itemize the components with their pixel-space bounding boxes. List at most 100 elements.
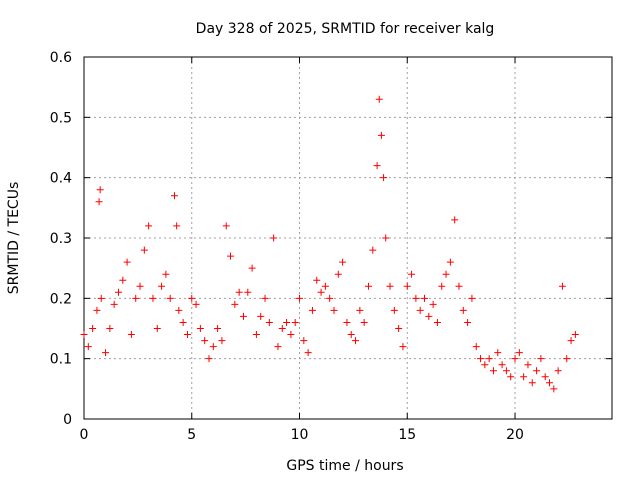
data-point — [528, 379, 536, 387]
data-point — [511, 355, 519, 363]
data-point — [408, 270, 416, 278]
data-point — [153, 325, 161, 332]
data-point — [442, 270, 450, 278]
data-point — [399, 343, 407, 351]
x-tick-label: 5 — [187, 427, 196, 443]
data-point — [425, 312, 433, 320]
data-point — [110, 300, 118, 308]
y-tick-label: 0 — [63, 412, 72, 428]
x-tick-label: 0 — [80, 427, 89, 443]
data-point — [149, 294, 157, 302]
data-point — [192, 300, 200, 308]
data-point — [214, 325, 222, 332]
data-point — [97, 294, 105, 302]
data-point — [347, 331, 355, 339]
data-point — [231, 300, 239, 308]
data-point — [313, 276, 321, 284]
data-point — [317, 288, 325, 296]
data-point — [239, 312, 247, 320]
data-point — [356, 306, 364, 314]
data-point — [162, 270, 170, 278]
data-point — [446, 258, 454, 266]
data-point — [304, 349, 312, 357]
data-point — [80, 331, 88, 339]
data-point — [416, 306, 424, 314]
data-point — [421, 294, 429, 302]
data-point — [158, 282, 166, 290]
data-point — [95, 198, 103, 206]
data-point — [507, 373, 515, 381]
data-point — [119, 276, 127, 284]
data-point — [364, 282, 372, 290]
data-point — [489, 367, 497, 375]
data-point — [89, 325, 97, 332]
x-axis-label: GPS time / hours — [286, 458, 403, 474]
data-point — [502, 367, 510, 375]
data-point — [93, 306, 101, 314]
data-point — [524, 361, 532, 369]
data-point — [171, 192, 179, 200]
data-point — [352, 337, 360, 345]
data-point — [84, 343, 92, 351]
data-point — [114, 288, 122, 296]
data-point — [270, 234, 278, 242]
data-point — [321, 282, 329, 290]
chart-title: Day 328 of 2025, SRMTID for receiver kal… — [196, 21, 495, 37]
data-point — [468, 294, 476, 302]
data-point — [537, 355, 545, 363]
data-point — [132, 294, 140, 302]
data-point — [326, 294, 334, 302]
data-point — [179, 318, 187, 326]
data-point — [300, 337, 308, 345]
data-point — [533, 367, 541, 375]
data-point — [498, 361, 506, 369]
data-point — [481, 361, 489, 369]
data-point — [287, 331, 295, 339]
data-point — [455, 282, 463, 290]
data-point — [567, 337, 575, 345]
data-point — [283, 318, 291, 326]
data-point — [330, 306, 338, 314]
data-point — [106, 325, 114, 332]
data-point — [386, 282, 394, 290]
data-point — [140, 246, 148, 254]
data-point — [429, 300, 437, 308]
data-point — [472, 343, 480, 351]
data-point — [291, 318, 299, 326]
data-point — [227, 252, 235, 260]
data-point — [550, 385, 558, 393]
data-point — [196, 325, 204, 332]
data-point — [252, 331, 260, 339]
x-tick-label: 15 — [398, 427, 416, 443]
data-point — [96, 186, 104, 194]
data-point — [274, 343, 282, 351]
data-point — [173, 222, 181, 230]
data-point — [205, 355, 213, 363]
data-points — [80, 95, 579, 393]
data-point — [248, 264, 256, 272]
data-point — [136, 282, 144, 290]
data-point — [395, 325, 403, 332]
x-tick-label: 20 — [506, 427, 524, 443]
data-point — [201, 337, 209, 345]
y-tick-label: 0.1 — [50, 352, 72, 368]
data-point — [464, 318, 472, 326]
data-point — [183, 331, 191, 339]
data-point — [451, 216, 459, 224]
data-point — [477, 355, 485, 363]
data-point — [334, 270, 342, 278]
data-point — [520, 373, 528, 381]
data-point — [494, 349, 502, 357]
y-tick-label: 0.2 — [50, 291, 72, 307]
data-point — [218, 337, 226, 345]
data-point — [339, 258, 347, 266]
data-point — [571, 331, 579, 339]
data-point — [257, 312, 265, 320]
data-point — [261, 294, 269, 302]
y-tick-label: 0.5 — [50, 110, 72, 126]
data-point — [166, 294, 174, 302]
data-point — [438, 282, 446, 290]
data-point — [222, 222, 230, 230]
data-point — [360, 318, 368, 326]
